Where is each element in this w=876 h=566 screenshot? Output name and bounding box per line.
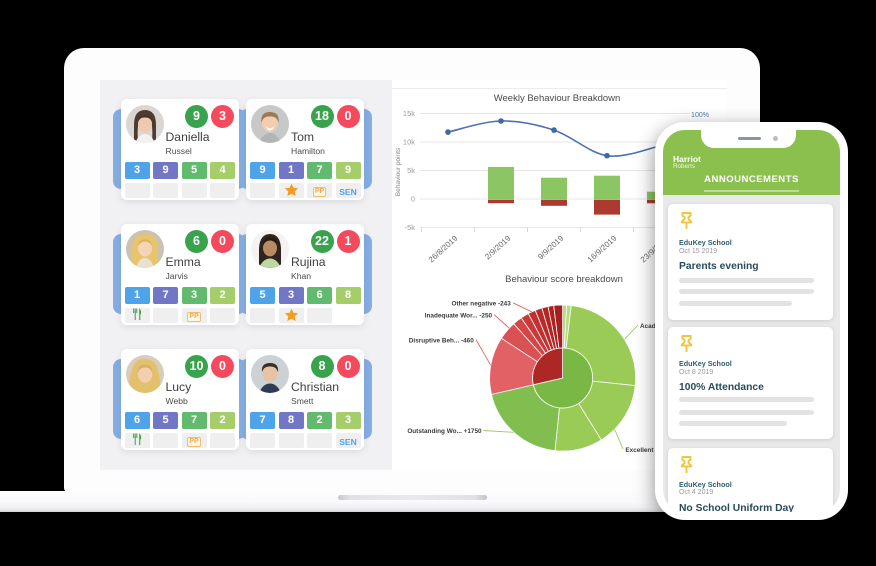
svg-text:Other negative -243: Other negative -243 <box>451 301 511 308</box>
svg-text:5k: 5k <box>407 166 415 175</box>
svg-text:Disruptive Beh... -460: Disruptive Beh... -460 <box>409 338 474 345</box>
svg-text:Outstanding Wo... +1750: Outstanding Wo... +1750 <box>407 428 482 435</box>
svg-text:Inadequate Wor... -250: Inadequate Wor... -250 <box>425 313 493 320</box>
svg-text:10k: 10k <box>403 138 415 147</box>
svg-text:Weekly Behaviour Breakdown: Weekly Behaviour Breakdown <box>494 93 621 104</box>
svg-text:0: 0 <box>411 195 415 204</box>
svg-text:2/9/2019: 2/9/2019 <box>483 233 513 261</box>
svg-text:Behaviour points: Behaviour points <box>395 147 402 196</box>
svg-text:Behaviour score breakdown: Behaviour score breakdown <box>505 274 623 285</box>
svg-text:15k: 15k <box>403 109 415 118</box>
svg-text:16/9/2019: 16/9/2019 <box>586 233 619 264</box>
svg-text:26/8/2019: 26/8/2019 <box>427 233 460 264</box>
svg-text:-5k: -5k <box>405 223 416 232</box>
svg-text:9/9/2019: 9/9/2019 <box>536 233 566 261</box>
svg-text:100%: 100% <box>691 112 709 119</box>
